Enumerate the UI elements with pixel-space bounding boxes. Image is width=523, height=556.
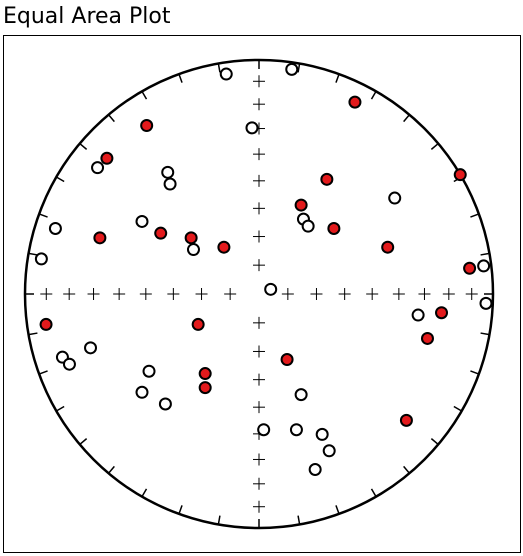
data-point — [93, 231, 107, 245]
data-point — [294, 388, 308, 402]
data-point — [294, 198, 308, 212]
data-point — [198, 381, 212, 395]
data-point — [285, 62, 299, 76]
data-point — [154, 226, 168, 240]
rim-tick — [55, 176, 65, 183]
data-point — [135, 385, 149, 399]
data-point — [381, 240, 395, 254]
rim-tick — [38, 370, 48, 375]
rim-tick — [297, 63, 301, 73]
data-point — [163, 177, 177, 191]
plot-frame — [3, 35, 521, 553]
data-point — [388, 191, 402, 205]
rim-tick — [480, 252, 490, 256]
data-point — [217, 240, 231, 254]
rim-tick — [470, 213, 480, 218]
rim-tick — [79, 143, 88, 150]
rim-tick — [453, 405, 463, 412]
data-point — [62, 357, 76, 371]
rim-tick — [470, 370, 480, 375]
data-point — [140, 119, 154, 133]
data-point — [219, 67, 233, 81]
data-point — [100, 151, 114, 165]
data-point — [301, 219, 315, 233]
rim-tick — [430, 143, 439, 150]
data-point — [39, 317, 53, 331]
data-point — [327, 221, 341, 235]
chart-title: Equal Area Plot — [3, 4, 171, 29]
data-point — [289, 423, 303, 437]
rim-tick — [335, 73, 340, 83]
data-point — [142, 364, 156, 378]
rim-tick — [108, 114, 115, 123]
rim-tick — [28, 332, 38, 336]
rim-tick — [403, 114, 410, 123]
data-point — [420, 331, 434, 345]
rim-tick — [370, 90, 377, 100]
data-point — [184, 231, 198, 245]
rim-tick — [335, 505, 340, 515]
rim-tick — [38, 213, 48, 218]
data-point — [315, 427, 329, 441]
data-point — [411, 308, 425, 322]
rim-tick — [217, 515, 221, 525]
data-point — [322, 444, 336, 458]
rim-tick — [108, 465, 115, 474]
data-point — [348, 95, 362, 109]
data-point — [477, 259, 491, 273]
data-point — [320, 172, 334, 186]
rim-tick — [141, 90, 148, 100]
rim-tick — [28, 252, 38, 256]
data-point — [264, 282, 278, 296]
data-point — [257, 423, 271, 437]
rim-tick — [178, 505, 183, 515]
rim-tick — [430, 438, 439, 445]
data-point — [280, 353, 294, 367]
data-point — [198, 367, 212, 381]
rim-tick — [297, 515, 301, 525]
rim-tick — [178, 73, 183, 83]
data-point — [161, 165, 175, 179]
data-point — [308, 463, 322, 476]
rim-tick — [370, 488, 377, 498]
rim-tick — [480, 332, 490, 336]
data-point — [191, 317, 205, 331]
data-point — [463, 261, 477, 275]
data-point — [453, 168, 467, 182]
data-point — [435, 306, 449, 320]
data-point — [84, 341, 98, 355]
rim-tick — [79, 438, 88, 445]
data-point — [34, 252, 48, 266]
data-point — [158, 397, 172, 411]
data-point — [245, 121, 259, 135]
data-point — [186, 243, 200, 257]
rim-tick — [55, 405, 65, 412]
data-point — [135, 214, 149, 228]
rim-tick — [403, 465, 410, 474]
data-point — [48, 221, 62, 235]
rim-tick — [141, 488, 148, 498]
data-point — [479, 296, 493, 310]
data-point — [91, 161, 105, 175]
data-point — [399, 413, 413, 427]
rim-tick — [217, 63, 221, 73]
